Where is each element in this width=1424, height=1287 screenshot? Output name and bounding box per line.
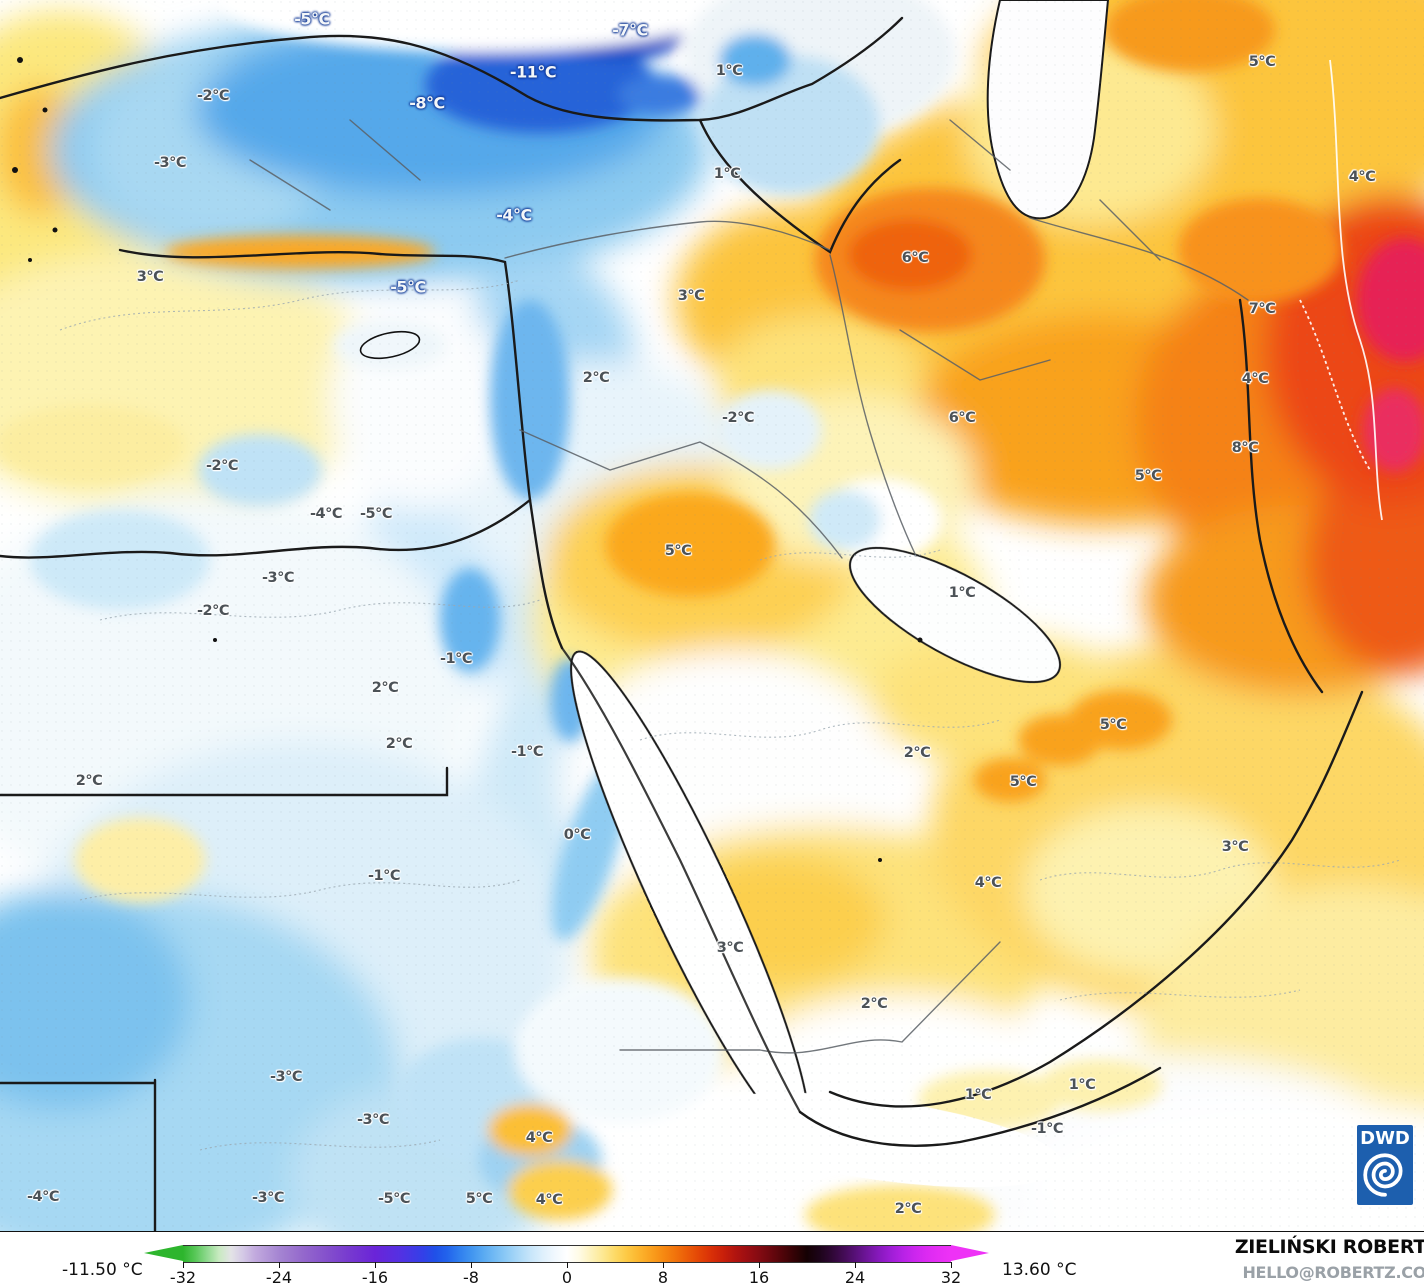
- colorbar: [183, 1245, 951, 1263]
- colorbar-tick-label: -16: [361, 1268, 389, 1287]
- colorbar-tick: [375, 1262, 376, 1268]
- colorbar-tick-label: 32: [940, 1268, 962, 1287]
- colorbar-tick: [183, 1262, 184, 1268]
- island-specks: [12, 57, 923, 862]
- highland-borders-white: [1299, 59, 1383, 521]
- dwd-logo-text: DWD: [1360, 1128, 1410, 1149]
- colorbar-tick-label: 8: [657, 1268, 669, 1287]
- admin-borders: [249, 119, 1249, 1114]
- colorbar-tick: [855, 1262, 856, 1268]
- colorbar-tick: [471, 1262, 472, 1268]
- dwd-logo: DWD: [1357, 1125, 1413, 1205]
- colorbar-tick: [759, 1262, 760, 1268]
- colorbar-tick: [567, 1262, 568, 1268]
- contour-speckle-texture: [0, 0, 1424, 1232]
- colorbar-max-label: 13.60 °C: [1002, 1260, 1077, 1280]
- colorbar-tick: [663, 1262, 664, 1268]
- colorbar-tick-label: -24: [265, 1268, 293, 1287]
- colorbar-tick-label: 16: [748, 1268, 770, 1287]
- country-borders: [0, 16, 1364, 1232]
- colorbar-tick: [951, 1262, 952, 1268]
- colorbar-right-arrow: [951, 1245, 989, 1261]
- legend-band: -11.50 °C 13.60 °C ZIELIŃSKI ROBERT HELL…: [0, 1232, 1424, 1287]
- colorbar-left-arrow: [144, 1245, 183, 1261]
- colorbar-tick: [279, 1262, 280, 1268]
- colorbar-tick-label: -32: [169, 1268, 197, 1287]
- colorbar-min-label: -11.50 °C: [62, 1260, 143, 1280]
- author-credit: ZIELIŃSKI ROBERT: [1234, 1236, 1424, 1258]
- colorbar-tick-label: -8: [463, 1268, 479, 1287]
- temperature-field-graphic: [0, 0, 1424, 1232]
- map-canvas: -5°C -7°C -11°C -8°C -2°C -3°C 3°C -4°C -5°C 3°C 1…: [0, 0, 1424, 1232]
- map-bottom-frame: [0, 1231, 1424, 1232]
- colorbar-tick-label: 0: [561, 1268, 573, 1287]
- colorbar-tick-label: 24: [844, 1268, 866, 1287]
- dwd-spiral-icon: [1363, 1153, 1403, 1197]
- dashed-contours: [59, 279, 1401, 1151]
- author-email: HELLO@ROBERTZ.CO: [1242, 1263, 1424, 1282]
